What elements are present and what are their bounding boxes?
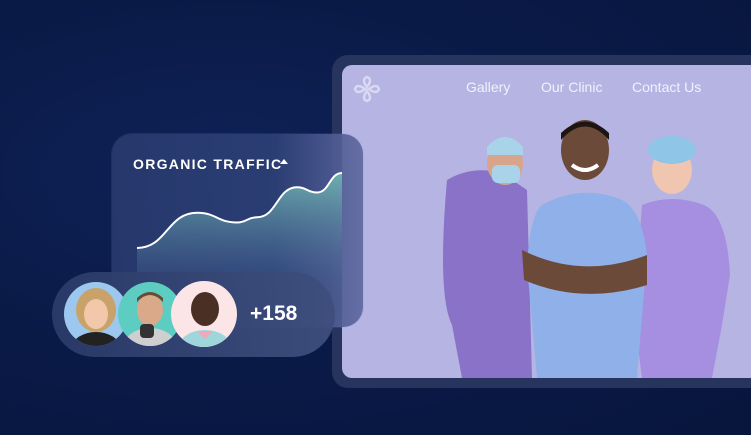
triangle-up-icon (280, 159, 288, 164)
nav-link-contact-us[interactable]: Contact Us (632, 79, 702, 95)
avatar-man-smiling (124, 292, 176, 346)
user-count: +158 (250, 302, 298, 325)
chart-line (136, 172, 343, 249)
card-title: ORGANIC TRAFFIC (133, 156, 283, 172)
avatar (171, 281, 237, 347)
avatar (118, 282, 182, 346)
avatar (64, 282, 128, 346)
avatar-man-older (179, 292, 231, 347)
nav-link-gallery[interactable]: Gallery (466, 79, 511, 95)
doctor-left (443, 137, 532, 378)
clover-heart-logo (353, 75, 381, 103)
avatar-woman-blonde (72, 288, 120, 346)
doctor-center (522, 120, 647, 378)
users-pill: +158 (52, 272, 335, 357)
nav-link-our-clinic[interactable]: Our Clinic (541, 79, 603, 95)
doctors-photo (443, 120, 730, 378)
doctor-right (634, 136, 730, 378)
website-preview: Gallery Our Clinic Contact Us (342, 65, 751, 378)
